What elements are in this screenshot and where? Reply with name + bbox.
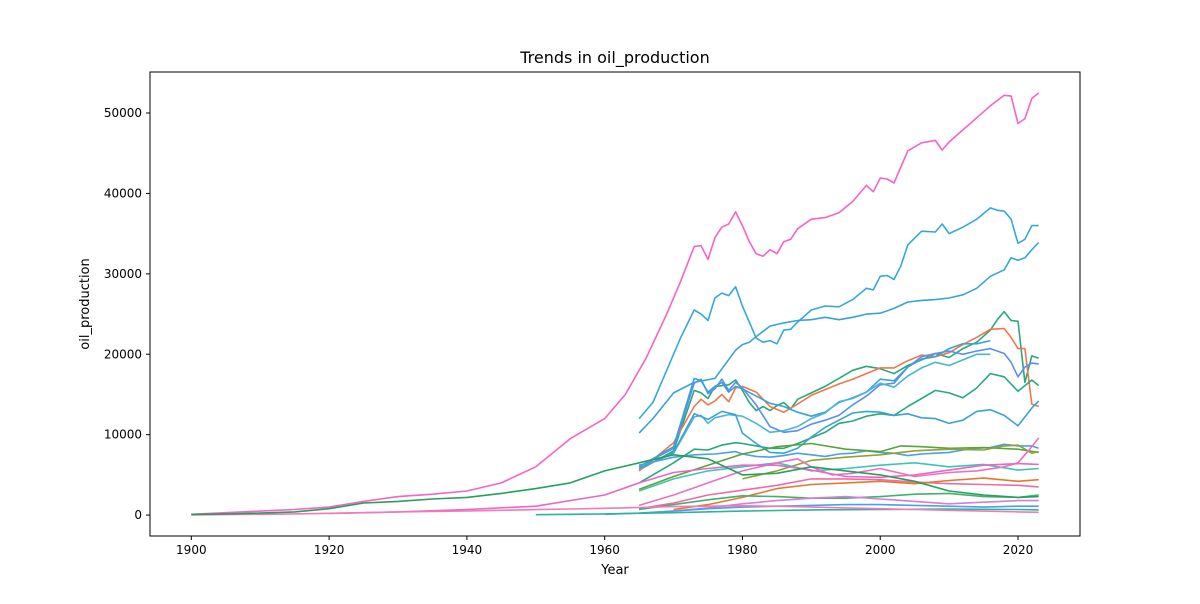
series-line-4 xyxy=(638,310,1039,471)
y-axis-label: oil_production xyxy=(78,258,93,349)
series-line-16 xyxy=(329,462,1039,515)
plot-frame xyxy=(149,71,1081,537)
y-axis: 0 10000 20000 30000 40000 50000 xyxy=(104,106,150,522)
series-line-9 xyxy=(638,372,1040,484)
series-line-7 xyxy=(638,339,991,468)
y-tick-label: 10000 xyxy=(104,428,142,442)
x-axis-label: Year xyxy=(600,563,629,578)
x-tick-label: 1960 xyxy=(589,543,620,557)
series-line-21 xyxy=(604,503,1039,516)
series-line-2 xyxy=(638,207,1039,420)
series-line-10 xyxy=(638,400,1040,470)
series-line-19 xyxy=(638,492,1039,511)
x-tick-label: 1940 xyxy=(452,543,483,557)
x-tick-label: 1900 xyxy=(176,543,207,557)
series-line-3 xyxy=(638,241,1040,434)
y-tick-label: 0 xyxy=(134,508,142,522)
x-tick-label: 1920 xyxy=(314,543,345,557)
y-tick-label: 50000 xyxy=(104,106,142,120)
series-line-1 xyxy=(191,92,1040,516)
series-line-8 xyxy=(638,353,991,470)
x-tick-label: 2020 xyxy=(1003,543,1034,557)
series-line-18 xyxy=(673,477,1039,511)
series-line-13 xyxy=(742,444,1039,480)
x-axis: 1900 1920 1940 1960 1980 2000 2020 xyxy=(176,536,1033,557)
series-line-12 xyxy=(638,442,1039,491)
series-line-5 xyxy=(638,327,1039,472)
y-tick-label: 20000 xyxy=(104,347,142,361)
series-line-23 xyxy=(191,504,1039,516)
y-tick-label: 40000 xyxy=(104,186,142,200)
series-line-24 xyxy=(191,453,1039,516)
series-line-22 xyxy=(535,508,1039,516)
x-tick-label: 1980 xyxy=(727,543,758,557)
chart-title: Trends in oil_production xyxy=(519,48,709,68)
y-tick-label: 30000 xyxy=(104,267,142,281)
series-layer xyxy=(191,92,1040,516)
series-line-15 xyxy=(638,437,1040,507)
x-tick-label: 2000 xyxy=(865,543,896,557)
series-line-17 xyxy=(638,478,1039,510)
